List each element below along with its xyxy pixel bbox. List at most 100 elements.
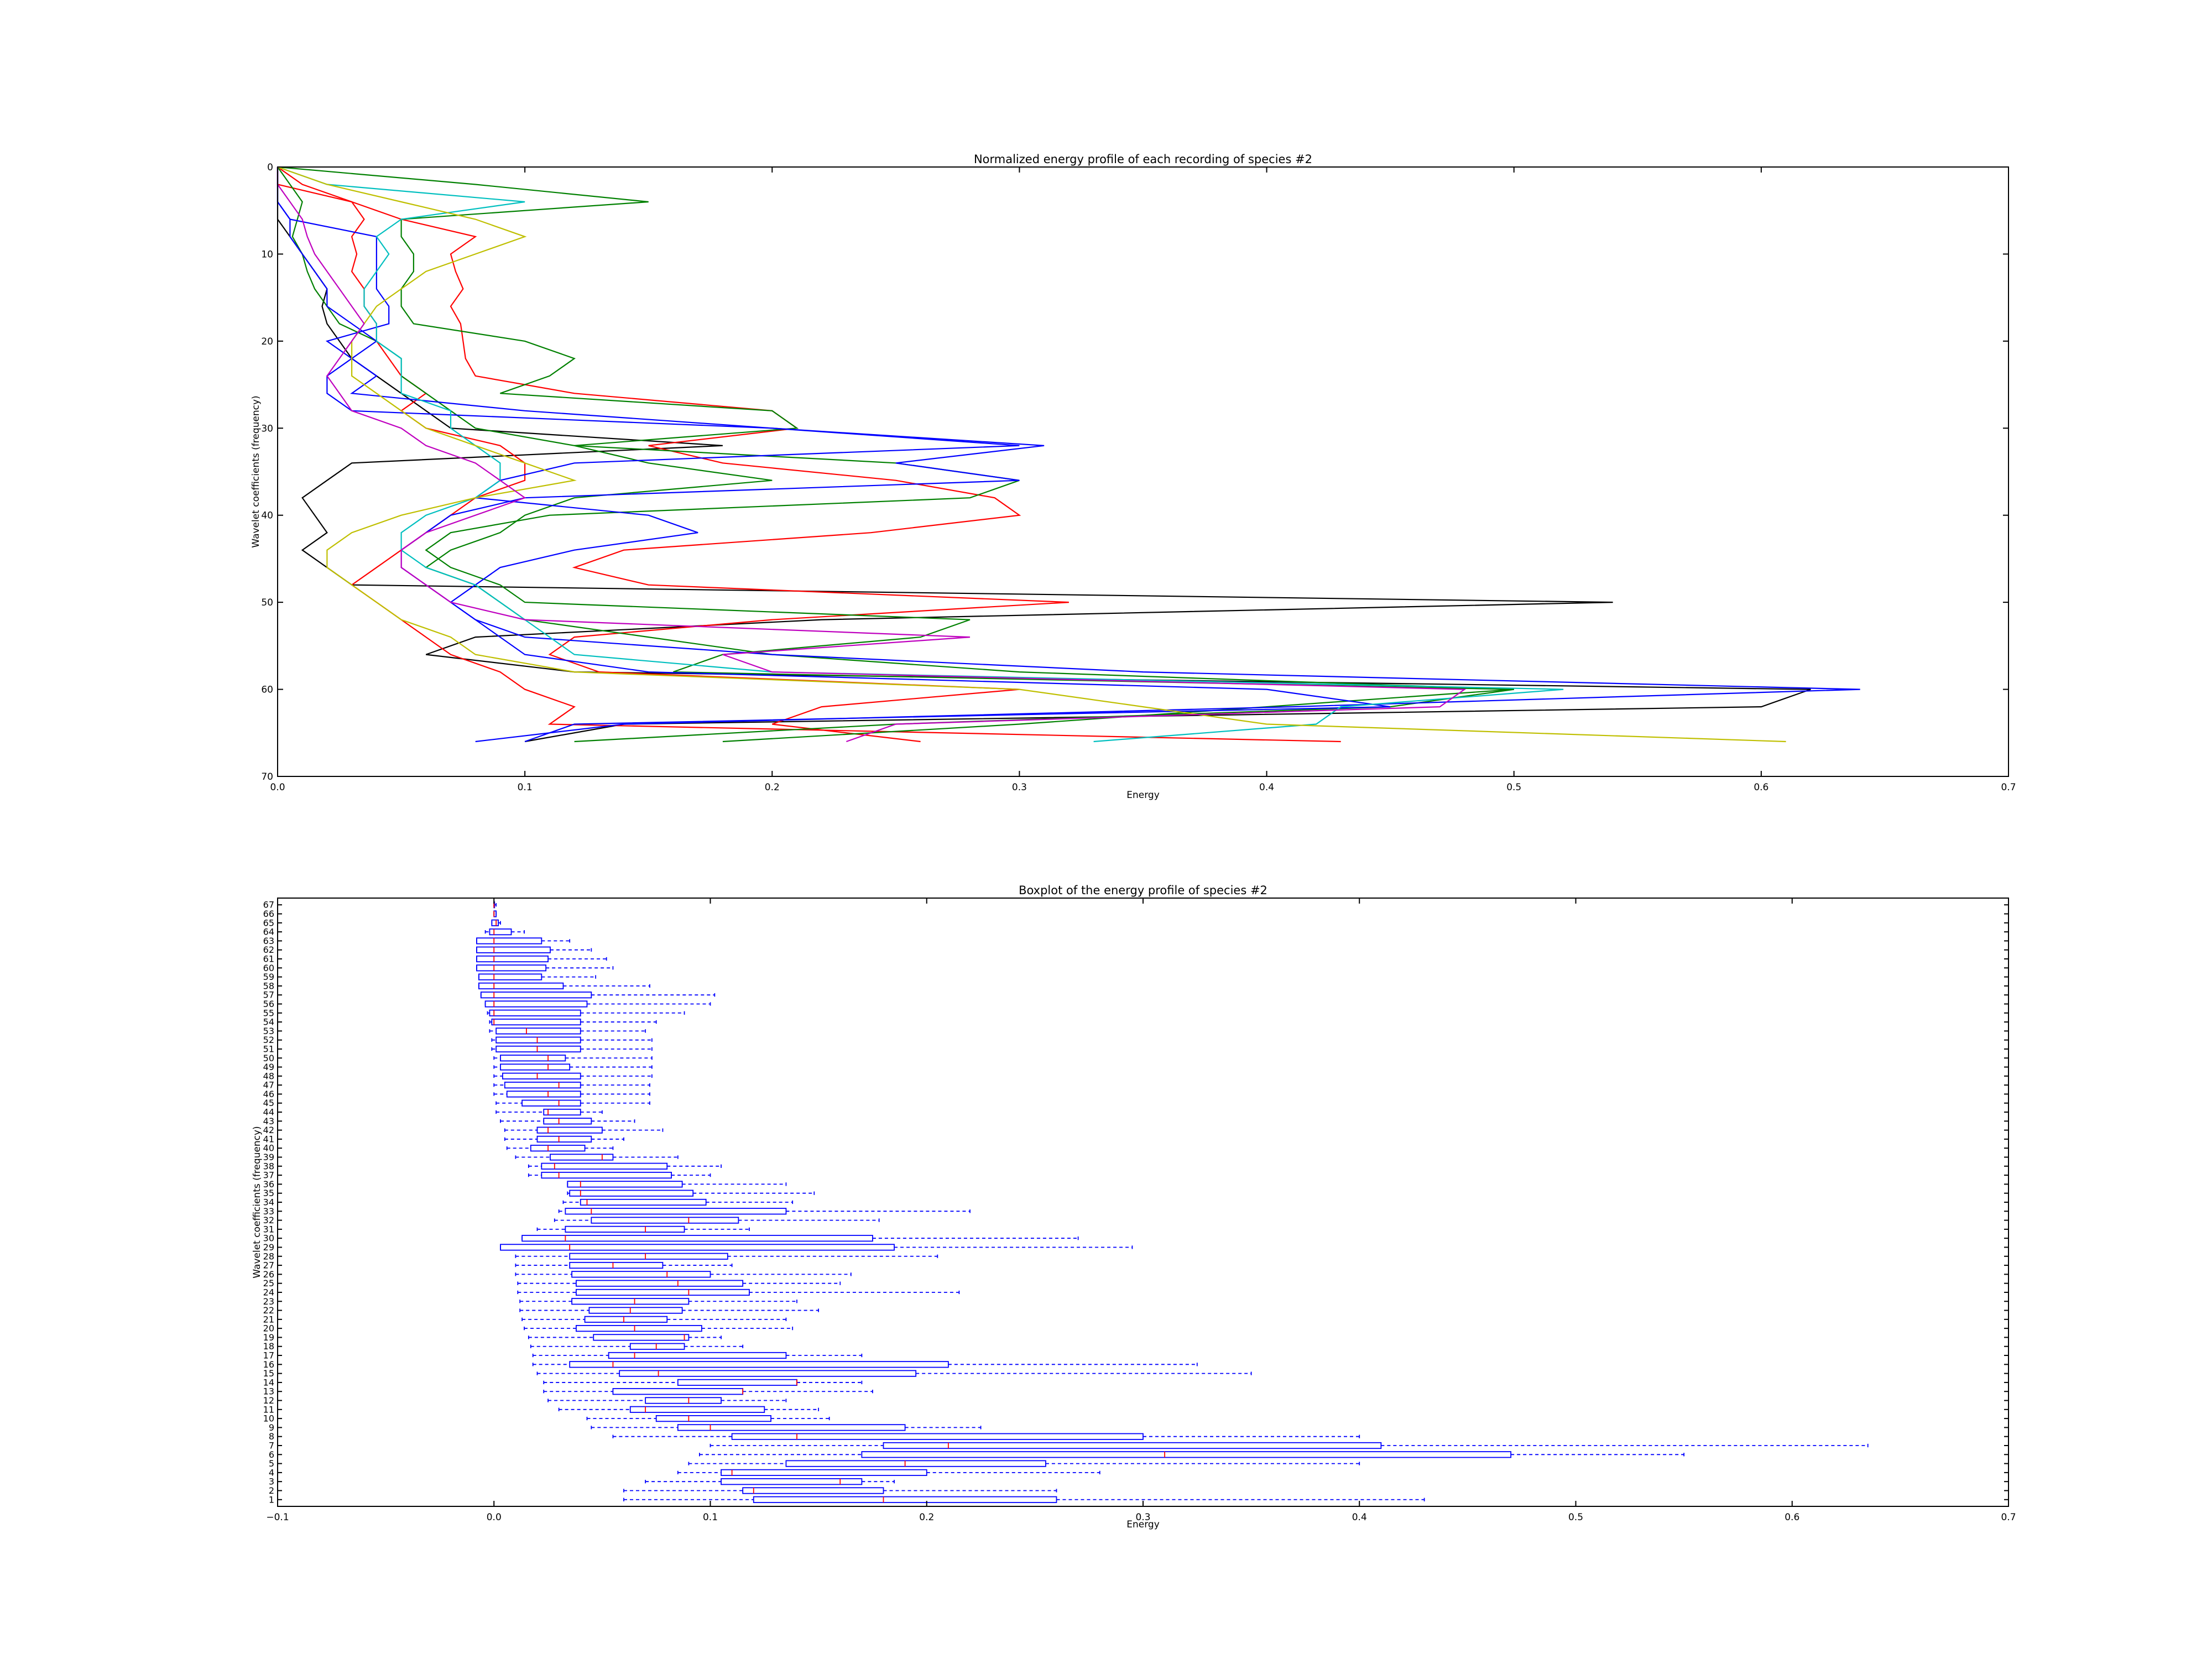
box-iqr (500, 1055, 566, 1062)
box-iqr (861, 1451, 1512, 1458)
boxplot-y-tick-label: 65 (263, 917, 274, 928)
box-row-54 (489, 1018, 657, 1026)
boxplot-y-tick-label: 15 (263, 1368, 274, 1379)
box-row-13 (543, 1388, 873, 1395)
boxplot-y-tick-label: 17 (263, 1350, 274, 1361)
box-iqr (489, 1009, 581, 1016)
box-row-40 (506, 1145, 614, 1152)
boxplot-y-tick-label: 10 (263, 1413, 274, 1424)
box-iqr (629, 1343, 685, 1350)
box-row-62 (476, 946, 592, 953)
energy-profile-line-5 (277, 166, 1514, 743)
boxplot-y-tick-label: 33 (263, 1206, 274, 1217)
box-iqr (504, 1082, 581, 1089)
box-iqr (565, 1225, 685, 1233)
line-chart-x-tick-label: 0.4 (1259, 782, 1274, 793)
boxplot-x-tick-label: 0.0 (487, 1512, 502, 1523)
box-iqr (584, 1316, 668, 1323)
box-row-59 (478, 973, 597, 980)
boxplot-y-tick-label: 5 (269, 1458, 274, 1469)
boxplot-y-tick-label: 44 (263, 1107, 274, 1118)
box-iqr (478, 973, 542, 980)
box-iqr (569, 1253, 728, 1260)
box-row-22 (519, 1307, 820, 1314)
box-row-48 (493, 1072, 653, 1079)
boxplot-y-tick-label: 22 (263, 1305, 274, 1316)
box-iqr (491, 919, 499, 926)
boxplot-y-tick-label: 49 (263, 1062, 274, 1072)
box-iqr (521, 1099, 581, 1107)
boxplot-y-tick-label: 54 (263, 1017, 274, 1027)
box-iqr (543, 1118, 592, 1125)
box-iqr (677, 1424, 906, 1431)
line-chart-y-tick-label: 50 (261, 597, 273, 608)
box-iqr (721, 1478, 863, 1485)
box-row-55 (487, 1009, 685, 1016)
box-iqr (619, 1370, 917, 1377)
line-chart-x-tick-label: 0.3 (1012, 782, 1027, 793)
box-row-41 (504, 1135, 624, 1143)
boxplot-y-tick-label: 57 (263, 990, 274, 1000)
box-iqr (536, 1135, 592, 1143)
box-row-32 (554, 1217, 880, 1224)
box-row-66 (493, 910, 497, 917)
line-chart-y-tick-label: 10 (261, 249, 273, 260)
boxplot-y-tick-label: 53 (263, 1026, 274, 1036)
boxplot-y-tick-label: 8 (269, 1431, 274, 1442)
box-row-8 (612, 1433, 1360, 1440)
box-row-38 (528, 1162, 722, 1170)
boxplot-y-tick-label: 20 (263, 1323, 274, 1334)
energy-profile-line-2 (277, 166, 1069, 743)
boxplot-y-tick-label: 29 (263, 1242, 274, 1253)
box-iqr (576, 1325, 702, 1332)
box-iqr (484, 1000, 588, 1008)
box-iqr (476, 964, 547, 972)
energy-profile-line-7 (276, 167, 1391, 743)
box-iqr (753, 1496, 1057, 1503)
box-iqr (476, 955, 549, 963)
box-iqr (655, 1415, 771, 1422)
box-row-17 (532, 1352, 863, 1359)
line-chart-plot-area (277, 166, 2009, 777)
boxplot-y-tick-label: 11 (263, 1404, 274, 1415)
box-iqr (495, 1027, 581, 1035)
line-chart-x-tick-label: 0.7 (2001, 782, 2016, 793)
boxplot-x-tick-label: 0.7 (2001, 1512, 2016, 1523)
box-iqr (502, 1072, 581, 1079)
box-iqr (491, 1018, 581, 1026)
boxplot-y-tick-label: 66 (263, 909, 274, 919)
boxplot-y-tick-label: 14 (263, 1377, 274, 1387)
box-iqr (742, 1487, 884, 1494)
line-chart-y-tick-label: 70 (261, 771, 273, 782)
box-row-6 (699, 1451, 1685, 1458)
box-iqr (489, 928, 512, 936)
boxplot-x-tick-label: 0.2 (919, 1512, 934, 1523)
box-row-20 (524, 1325, 794, 1332)
box-iqr (612, 1388, 744, 1395)
box-iqr (576, 1288, 750, 1296)
box-iqr (567, 1181, 683, 1188)
box-iqr (543, 1108, 581, 1116)
box-row-12 (547, 1397, 787, 1404)
box-row-14 (543, 1379, 863, 1386)
box-iqr (541, 1171, 672, 1179)
box-row-9 (591, 1424, 982, 1431)
boxplot-y-tick-label: 1 (269, 1494, 274, 1505)
box-row-27 (515, 1261, 733, 1269)
line-chart-x-tick-label: 0.6 (1754, 782, 1768, 793)
boxplot-y-axis-label: Wavelet coefficients (frequency) (252, 1126, 263, 1278)
box-iqr (571, 1271, 711, 1278)
boxplot-y-tick-label: 31 (263, 1224, 274, 1234)
boxplot-y-tick-label: 37 (263, 1170, 274, 1181)
boxplot-x-tick-label: 0.6 (1785, 1512, 1799, 1523)
line-chart-x-axis-label: Energy (1126, 790, 1160, 801)
boxplot-y-tick-label: 18 (263, 1341, 274, 1352)
boxplot-y-tick-label: 28 (263, 1251, 274, 1261)
boxplot-boxes-group (476, 901, 1869, 1503)
boxplot-y-tick-label: 34 (263, 1197, 274, 1208)
box-row-7 (709, 1442, 1869, 1449)
box-iqr (580, 1198, 707, 1206)
box-row-2 (623, 1487, 1057, 1494)
energy-profile-line-8 (277, 166, 1564, 743)
boxplot-y-tick-label: 62 (263, 945, 274, 955)
